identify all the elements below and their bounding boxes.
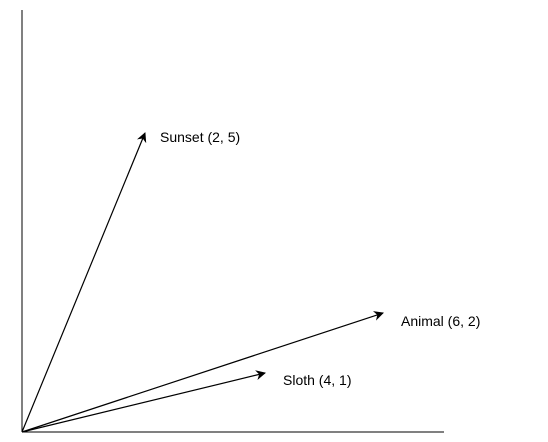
vector-animal: Animal (6, 2) [21, 311, 480, 433]
vector-animal-arrow [21, 311, 384, 433]
vector-animal-label: Animal (6, 2) [401, 313, 480, 329]
vector-sloth-label: Sloth (4, 1) [283, 372, 351, 388]
vector-sunset: Sunset (2, 5) [21, 129, 240, 433]
vector-sloth: Sloth (4, 1) [21, 370, 351, 433]
vector-sloth-arrow [21, 370, 266, 433]
vector-sunset-label: Sunset (2, 5) [160, 129, 240, 145]
vector-sunset-arrow [21, 132, 147, 433]
